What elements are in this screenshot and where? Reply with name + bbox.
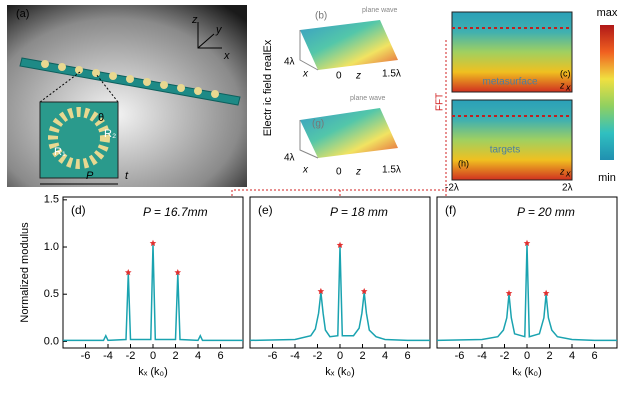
r2-label: R₂ bbox=[104, 128, 116, 140]
data-line bbox=[63, 244, 243, 342]
x-tick-label: 4 bbox=[382, 350, 388, 362]
annotation: P = 20 mm bbox=[517, 205, 575, 219]
panel-label: (f) bbox=[445, 203, 456, 217]
peak-marker bbox=[124, 269, 132, 276]
fft-label: FFT bbox=[435, 93, 446, 111]
axis-label: z bbox=[355, 71, 361, 82]
axis-label: x bbox=[565, 82, 571, 92]
x-tick-label: -2 bbox=[313, 350, 323, 362]
peak-marker bbox=[505, 289, 513, 297]
panel-label: (d) bbox=[71, 203, 86, 217]
field-surface bbox=[300, 108, 398, 158]
annotation: P = 18 mm bbox=[330, 205, 388, 219]
x-tick-label: -4 bbox=[290, 350, 300, 362]
range-label: 1.5λ bbox=[382, 69, 401, 80]
x-tick-label: 0 bbox=[150, 350, 156, 362]
fft-arrows bbox=[231, 40, 447, 197]
wave-label: plane wave bbox=[350, 95, 386, 102]
x-tick-label: 2 bbox=[546, 350, 552, 362]
panel-h-map bbox=[451, 99, 573, 181]
peak-marker bbox=[336, 241, 344, 248]
field-surface bbox=[300, 20, 398, 70]
panel-g: (g) plane wave 4λ x 0 z 1.5λ bbox=[284, 95, 401, 178]
range-label: 4λ bbox=[284, 57, 295, 68]
colorbar bbox=[600, 25, 614, 160]
colorbar-min: min bbox=[598, 172, 616, 184]
x-tick-label: -2 bbox=[126, 350, 136, 362]
axis-label: z bbox=[559, 80, 565, 90]
panel-c-map bbox=[451, 11, 573, 93]
panel-b: (b) plane wave 4λ x 0 z 1.5λ bbox=[284, 7, 401, 82]
zero-label: 0 bbox=[336, 167, 342, 178]
x-tick-label: 0 bbox=[337, 350, 343, 362]
unit-cells bbox=[41, 60, 219, 98]
period-label: P bbox=[86, 170, 94, 182]
thickness-label: t bbox=[125, 170, 129, 182]
range-label: 4λ bbox=[284, 153, 295, 164]
wave-label: plane wave bbox=[362, 7, 398, 14]
peak-marker bbox=[360, 287, 368, 295]
axis-z: z bbox=[191, 14, 198, 26]
y-tick-label: 0.5 bbox=[44, 288, 59, 300]
x-tick-label: -4 bbox=[477, 350, 487, 362]
colorbar-max: max bbox=[597, 7, 618, 19]
peak-marker bbox=[174, 269, 182, 276]
x-tick-label: -2 bbox=[500, 350, 510, 362]
y-tick-label: 1.0 bbox=[44, 241, 59, 253]
range-label: 1.5λ bbox=[382, 165, 401, 176]
x-tick-label: 2 bbox=[359, 350, 365, 362]
panel-label: (c) bbox=[560, 68, 571, 78]
panel-label: (b) bbox=[315, 11, 327, 22]
x-tick-label: 6 bbox=[591, 350, 597, 362]
x-tick-label: -6 bbox=[81, 350, 91, 362]
x-tick-label: 6 bbox=[404, 350, 410, 362]
panel-label: (e) bbox=[258, 203, 273, 217]
x-tick-label: 4 bbox=[195, 350, 201, 362]
x-tick-label: -6 bbox=[455, 350, 465, 362]
panel-label: (h) bbox=[458, 158, 469, 168]
peak-marker bbox=[542, 289, 550, 297]
x-axis-label: kₓ (k₀) bbox=[512, 366, 542, 378]
surface-frame bbox=[299, 120, 319, 159]
x-tick-label: 6 bbox=[217, 350, 223, 362]
panel-label: (g) bbox=[312, 119, 324, 130]
surface-frame bbox=[299, 30, 319, 71]
peak-marker bbox=[317, 287, 325, 295]
x-tick-label: -6 bbox=[268, 350, 278, 362]
x-tick-label: -4 bbox=[103, 350, 113, 362]
data-line bbox=[436, 244, 617, 342]
y-axis-label: Normalized modulus bbox=[19, 222, 31, 323]
peak-marker bbox=[523, 239, 531, 247]
x-axis-label: kₓ (k₀) bbox=[325, 366, 355, 378]
zoom-lines bbox=[39, 71, 119, 103]
y-tick-label: 1.5 bbox=[44, 194, 59, 206]
zero-label: 0 bbox=[336, 71, 342, 82]
range-label: 2λ bbox=[562, 183, 573, 194]
field-axis-label: Electr ic field realEx bbox=[262, 39, 274, 136]
axis-x: x bbox=[223, 50, 230, 62]
targets-label: targets bbox=[490, 145, 521, 156]
axis-label: z bbox=[355, 167, 361, 178]
metasurface-label: metasurface bbox=[482, 77, 537, 88]
axis-label: x bbox=[565, 168, 571, 178]
unit-cell-resonator bbox=[48, 107, 110, 169]
x-tick-label: 0 bbox=[524, 350, 530, 362]
annotation: P = 16.7mm bbox=[143, 205, 208, 219]
x-tick-label: 2 bbox=[172, 350, 178, 362]
axis-label: x bbox=[302, 165, 309, 176]
x-tick-label: 4 bbox=[569, 350, 575, 362]
panel-label: (a) bbox=[16, 8, 29, 20]
x-axis-label: kₓ (k₀) bbox=[138, 366, 168, 378]
r1-label: R₁ bbox=[54, 146, 66, 158]
axis-label: z bbox=[559, 166, 565, 176]
axis-y: y bbox=[215, 24, 223, 36]
data-line bbox=[249, 246, 430, 342]
range-label: -2λ bbox=[445, 183, 459, 194]
peak-marker bbox=[149, 239, 157, 247]
axis-label: x bbox=[302, 69, 309, 80]
theta-label: θ bbox=[98, 112, 104, 124]
axes-icon bbox=[197, 22, 222, 49]
y-tick-label: 0.0 bbox=[44, 335, 59, 347]
